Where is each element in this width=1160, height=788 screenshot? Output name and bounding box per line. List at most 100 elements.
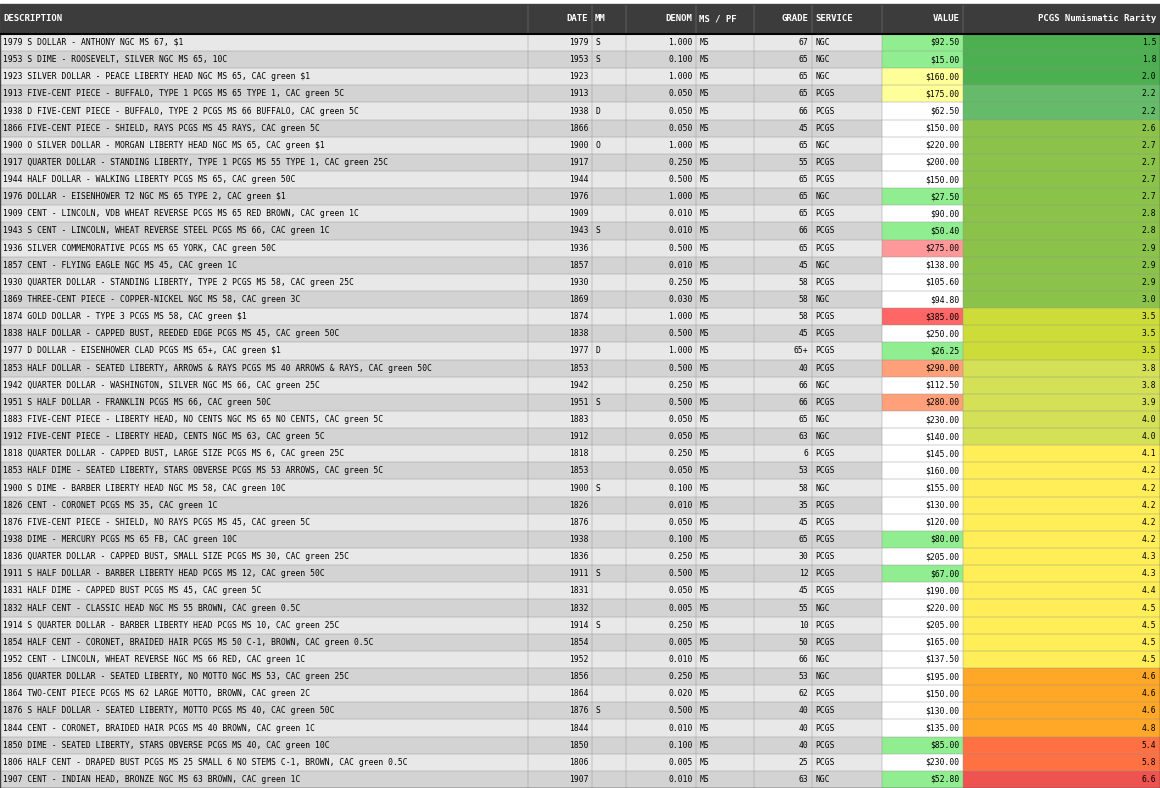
Text: MS: MS xyxy=(699,466,709,475)
Text: 67: 67 xyxy=(799,38,809,47)
Text: 45: 45 xyxy=(799,261,809,269)
Bar xyxy=(963,188,1160,206)
Text: 66: 66 xyxy=(799,106,809,116)
Bar xyxy=(963,634,1160,651)
Bar xyxy=(882,291,963,308)
Text: 1923 SILVER DOLLAR - PEACE LIBERTY HEAD NGC MS 65, CAC green $1: 1923 SILVER DOLLAR - PEACE LIBERTY HEAD … xyxy=(3,72,311,81)
Text: 1914: 1914 xyxy=(568,621,588,630)
Text: MS: MS xyxy=(699,55,709,64)
Bar xyxy=(963,377,1160,394)
Text: MS: MS xyxy=(699,72,709,81)
Text: 0.050: 0.050 xyxy=(668,518,693,527)
Text: 4.0: 4.0 xyxy=(1141,432,1157,441)
Text: 1930: 1930 xyxy=(568,278,588,287)
Text: 45: 45 xyxy=(799,329,809,338)
Text: $230.00: $230.00 xyxy=(926,758,959,767)
Text: 3.8: 3.8 xyxy=(1141,363,1157,373)
Text: 0.010: 0.010 xyxy=(668,500,693,510)
Bar xyxy=(963,257,1160,274)
Text: 4.2: 4.2 xyxy=(1141,466,1157,475)
Text: 0.020: 0.020 xyxy=(668,690,693,698)
Text: PCGS: PCGS xyxy=(815,175,835,184)
Bar xyxy=(882,34,963,51)
Text: 1826 CENT - CORONET PCGS MS 35, CAC green 1C: 1826 CENT - CORONET PCGS MS 35, CAC gree… xyxy=(3,500,218,510)
Text: 1844 CENT - CORONET, BRAIDED HAIR PCGS MS 40 BROWN, CAC green 1C: 1844 CENT - CORONET, BRAIDED HAIR PCGS M… xyxy=(3,723,316,733)
Bar xyxy=(0,377,882,394)
Bar xyxy=(882,411,963,428)
Bar xyxy=(963,222,1160,240)
Bar xyxy=(963,308,1160,325)
Text: 5.8: 5.8 xyxy=(1141,758,1157,767)
Text: 1936 SILVER COMMEMORATIVE PCGS MS 65 YORK, CAC green 50C: 1936 SILVER COMMEMORATIVE PCGS MS 65 YOR… xyxy=(3,243,276,253)
Text: 0.250: 0.250 xyxy=(668,278,693,287)
Text: 63: 63 xyxy=(799,432,809,441)
Bar xyxy=(882,257,963,274)
Text: 40: 40 xyxy=(799,363,809,373)
Bar xyxy=(0,479,882,496)
Text: PCGS: PCGS xyxy=(815,758,835,767)
Text: 1876: 1876 xyxy=(568,706,588,716)
Bar xyxy=(963,463,1160,479)
Text: 1832 HALF CENT - CLASSIC HEAD NGC MS 55 BROWN, CAC green 0.5C: 1832 HALF CENT - CLASSIC HEAD NGC MS 55 … xyxy=(3,604,300,612)
Text: 5.4: 5.4 xyxy=(1141,741,1157,749)
Text: MS: MS xyxy=(699,672,709,681)
Text: 0.010: 0.010 xyxy=(668,655,693,664)
Text: 1838 HALF DOLLAR - CAPPED BUST, REEDED EDGE PCGS MS 45, CAC green 50C: 1838 HALF DOLLAR - CAPPED BUST, REEDED E… xyxy=(3,329,340,338)
Text: 1874: 1874 xyxy=(568,312,588,322)
Text: $150.00: $150.00 xyxy=(926,175,959,184)
Text: $230.00: $230.00 xyxy=(926,415,959,424)
Text: MS: MS xyxy=(699,655,709,664)
Text: 1857 CENT - FLYING EAGLE NGC MS 45, CAC green 1C: 1857 CENT - FLYING EAGLE NGC MS 45, CAC … xyxy=(3,261,238,269)
Text: $85.00: $85.00 xyxy=(930,741,959,749)
Text: 0.010: 0.010 xyxy=(668,723,693,733)
Text: MS: MS xyxy=(699,449,709,459)
Text: $105.60: $105.60 xyxy=(926,278,959,287)
Text: PCGS: PCGS xyxy=(815,449,835,459)
Bar xyxy=(882,565,963,582)
Text: 0.250: 0.250 xyxy=(668,552,693,561)
Text: 1850 DIME - SEATED LIBERTY, STARS OBVERSE PCGS MS 40, CAC green 10C: 1850 DIME - SEATED LIBERTY, STARS OBVERS… xyxy=(3,741,331,749)
Bar xyxy=(0,514,882,531)
Text: MS: MS xyxy=(699,621,709,630)
Bar xyxy=(882,308,963,325)
Text: MS: MS xyxy=(699,329,709,338)
Bar xyxy=(963,616,1160,634)
Bar xyxy=(963,565,1160,582)
Bar xyxy=(963,428,1160,445)
Text: $140.00: $140.00 xyxy=(926,432,959,441)
Text: 1951 S HALF DOLLAR - FRANKLIN PCGS MS 66, CAC green 50C: 1951 S HALF DOLLAR - FRANKLIN PCGS MS 66… xyxy=(3,398,271,407)
Bar xyxy=(882,582,963,600)
Bar xyxy=(963,171,1160,188)
Bar xyxy=(963,137,1160,154)
Text: 65: 65 xyxy=(799,192,809,201)
Text: $160.00: $160.00 xyxy=(926,466,959,475)
Text: PCGS: PCGS xyxy=(815,552,835,561)
Text: MS: MS xyxy=(699,432,709,441)
Text: 1913 FIVE-CENT PIECE - BUFFALO, TYPE 1 PCGS MS 65 TYPE 1, CAC green 5C: 1913 FIVE-CENT PIECE - BUFFALO, TYPE 1 P… xyxy=(3,89,345,98)
Bar xyxy=(0,771,882,788)
Text: MS: MS xyxy=(699,124,709,132)
Bar xyxy=(963,102,1160,120)
Text: 2.2: 2.2 xyxy=(1141,89,1157,98)
Bar xyxy=(963,496,1160,514)
Bar xyxy=(0,463,882,479)
Text: 58: 58 xyxy=(799,295,809,304)
Text: 50: 50 xyxy=(799,637,809,647)
Text: 65: 65 xyxy=(799,243,809,253)
Text: 1836: 1836 xyxy=(568,552,588,561)
Text: 1912 FIVE-CENT PIECE - LIBERTY HEAD, CENTS NGC MS 63, CAC green 5C: 1912 FIVE-CENT PIECE - LIBERTY HEAD, CEN… xyxy=(3,432,325,441)
Text: $200.00: $200.00 xyxy=(926,158,959,167)
Text: $275.00: $275.00 xyxy=(926,243,959,253)
Text: 4.0: 4.0 xyxy=(1141,415,1157,424)
Text: MS: MS xyxy=(699,141,709,150)
Text: MS: MS xyxy=(699,192,709,201)
Text: 1936: 1936 xyxy=(568,243,588,253)
Text: 1876: 1876 xyxy=(568,518,588,527)
Text: 4.5: 4.5 xyxy=(1141,604,1157,612)
Bar xyxy=(0,719,882,737)
Text: MM: MM xyxy=(595,14,606,24)
Text: S: S xyxy=(595,706,600,716)
Text: MS: MS xyxy=(699,706,709,716)
Text: NGC: NGC xyxy=(815,604,831,612)
Bar xyxy=(882,171,963,188)
